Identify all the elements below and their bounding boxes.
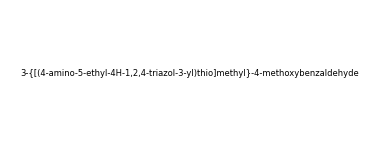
Text: 3-{[(4-amino-5-ethyl-4H-1,2,4-triazol-3-yl)thio]methyl}-4-methoxybenzaldehyde: 3-{[(4-amino-5-ethyl-4H-1,2,4-triazol-3-… xyxy=(21,68,359,78)
